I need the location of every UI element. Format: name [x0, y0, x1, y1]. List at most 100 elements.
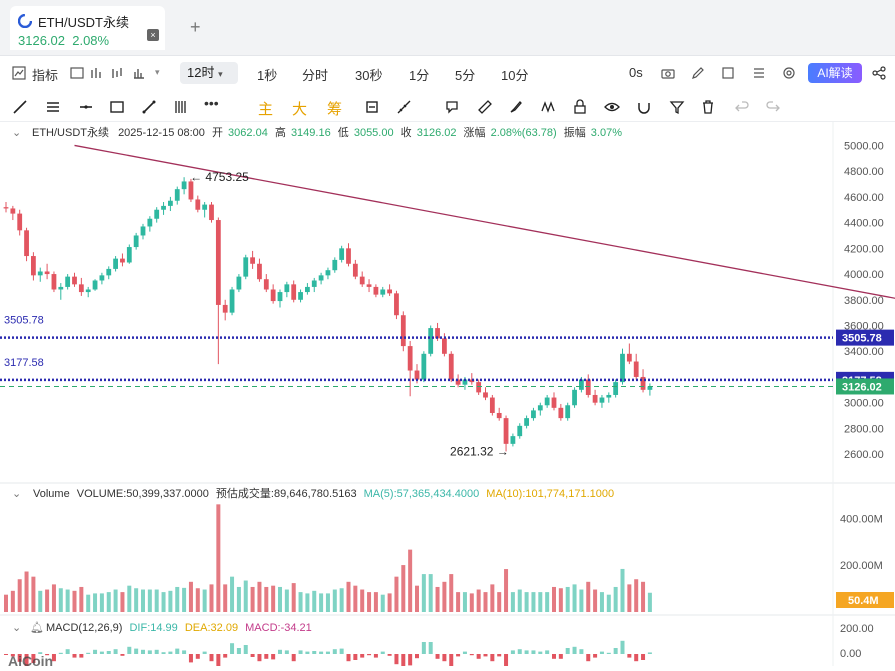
macd-bar — [621, 641, 625, 654]
hline-tool-icon[interactable] — [45, 99, 61, 115]
tab-price: 3126.02 2.08% — [18, 33, 109, 48]
candle-body — [17, 214, 22, 231]
volume-bar — [278, 587, 282, 612]
period-1m[interactable]: 1分 — [409, 65, 429, 84]
volume-bar — [367, 592, 371, 612]
ai-interpret-button[interactable]: AI解读 — [808, 63, 862, 83]
macd-bar — [614, 648, 618, 654]
share-icon[interactable] — [872, 66, 886, 80]
ray-tool-icon[interactable] — [78, 99, 94, 115]
macd-bar — [127, 647, 131, 654]
candle-body — [38, 271, 43, 275]
fib-tool-icon[interactable] — [173, 99, 189, 115]
macd-legend: MACD(12,26,9) DIF:14.99 DEA:32.09 MACD:-… — [46, 622, 312, 634]
redo-icon[interactable] — [765, 99, 781, 115]
volume-bar — [593, 590, 597, 612]
candle-body — [531, 410, 536, 418]
collapse-icon[interactable]: ⌄ — [12, 127, 21, 139]
bar-chart-icon[interactable] — [132, 66, 146, 80]
macd-bar — [271, 654, 275, 659]
pattern-tool-icon[interactable] — [540, 99, 556, 115]
tab-bar: ETH/USDT永续 3126.02 2.08% × + — [0, 0, 895, 56]
macd-bar — [607, 653, 611, 654]
macd-bar — [463, 652, 467, 654]
pencil-icon[interactable] — [691, 66, 705, 80]
price-tick-label: 3800.00 — [844, 295, 884, 307]
macd-bar — [86, 653, 90, 654]
more-tools-icon[interactable]: ••• — [204, 95, 219, 111]
magnet-icon[interactable] — [636, 99, 652, 115]
macd-bar — [230, 643, 234, 654]
brush-icon[interactable] — [508, 99, 524, 115]
candle-body — [380, 289, 385, 294]
text-tool-icon[interactable] — [444, 99, 460, 115]
macd-bar — [312, 651, 316, 654]
chart-type-icon[interactable] — [110, 66, 124, 80]
compare-icon[interactable] — [90, 66, 104, 80]
macd-bar — [189, 654, 193, 662]
volume-bar — [25, 572, 29, 612]
share-window-icon[interactable] — [721, 66, 735, 80]
volume-bar — [586, 582, 590, 612]
candle-body — [147, 219, 152, 227]
undo-icon[interactable] — [734, 99, 750, 115]
macd-bar — [545, 650, 549, 654]
bell-icon[interactable]: 🔔︎ — [30, 621, 44, 634]
volume-bar — [216, 504, 220, 612]
symbol-logo-icon — [18, 14, 32, 28]
ruler-icon[interactable] — [477, 99, 493, 115]
indicator-icon[interactable] — [12, 66, 26, 80]
big-order-button[interactable]: 大 — [292, 98, 307, 119]
volume-bar — [120, 592, 124, 612]
volume-bar — [545, 592, 549, 612]
indicators-button[interactable]: 指标 — [32, 65, 58, 84]
period-5m[interactable]: 5分 — [455, 65, 475, 84]
macd-bar — [394, 654, 398, 664]
chart-canvas[interactable]: 5000.004800.004600.004400.004200.004000.… — [0, 122, 895, 666]
volume-bar — [251, 587, 255, 612]
macd-bar — [141, 650, 145, 654]
trendline-tool-icon[interactable] — [12, 99, 28, 115]
close-tab-icon[interactable]: × — [147, 29, 159, 41]
candle-body — [319, 275, 324, 280]
settings-icon[interactable] — [782, 66, 796, 80]
trash-icon[interactable] — [700, 99, 716, 115]
volume-bar — [347, 582, 351, 612]
macd-bar — [634, 654, 638, 661]
macd-bar — [299, 650, 303, 654]
volume-collapse-icon[interactable]: ⌄ — [12, 488, 21, 500]
macd-bar — [305, 652, 309, 654]
macd-bar — [436, 654, 440, 659]
segment-tool-icon[interactable] — [141, 99, 157, 115]
chevron-down-icon[interactable]: ▾ — [155, 67, 160, 78]
filter-icon[interactable] — [669, 99, 685, 115]
camera-icon[interactable] — [661, 66, 675, 80]
period-timeline[interactable]: 分时 — [302, 65, 328, 84]
eye-icon[interactable] — [604, 99, 620, 115]
macd-bar — [552, 654, 556, 659]
period-1s[interactable]: 1秒 — [257, 65, 277, 84]
volume-legend: Volume VOLUME:50,399,337.0000 预估成交量:89,6… — [33, 486, 614, 500]
volume-bar — [93, 593, 97, 612]
period-10m[interactable]: 10分 — [501, 65, 528, 84]
macd-bar — [182, 650, 186, 654]
lock-icon[interactable] — [572, 99, 588, 115]
chip-button[interactable]: 筹 — [327, 98, 342, 119]
rectangle-tool-icon[interactable] — [109, 99, 125, 115]
tab-eth-usdt[interactable]: ETH/USDT永续 3126.02 2.08% × — [10, 6, 165, 50]
candle-body — [613, 382, 618, 395]
list-icon[interactable] — [752, 66, 766, 80]
period-select[interactable]: 12时 ▾ — [180, 62, 238, 84]
add-tab-icon[interactable]: + — [190, 17, 201, 38]
macd-bar — [566, 648, 570, 654]
candle-body — [346, 248, 351, 263]
measure-icon[interactable] — [396, 99, 412, 115]
macd-bar — [168, 652, 172, 654]
macd-collapse-icon[interactable]: ⌄ — [12, 622, 21, 634]
candle-body — [648, 386, 653, 389]
rotate-icon[interactable] — [364, 99, 380, 115]
period-30s[interactable]: 30秒 — [355, 65, 382, 84]
layout-icon[interactable] — [70, 66, 84, 80]
main-force-button[interactable]: 主 — [258, 98, 273, 119]
